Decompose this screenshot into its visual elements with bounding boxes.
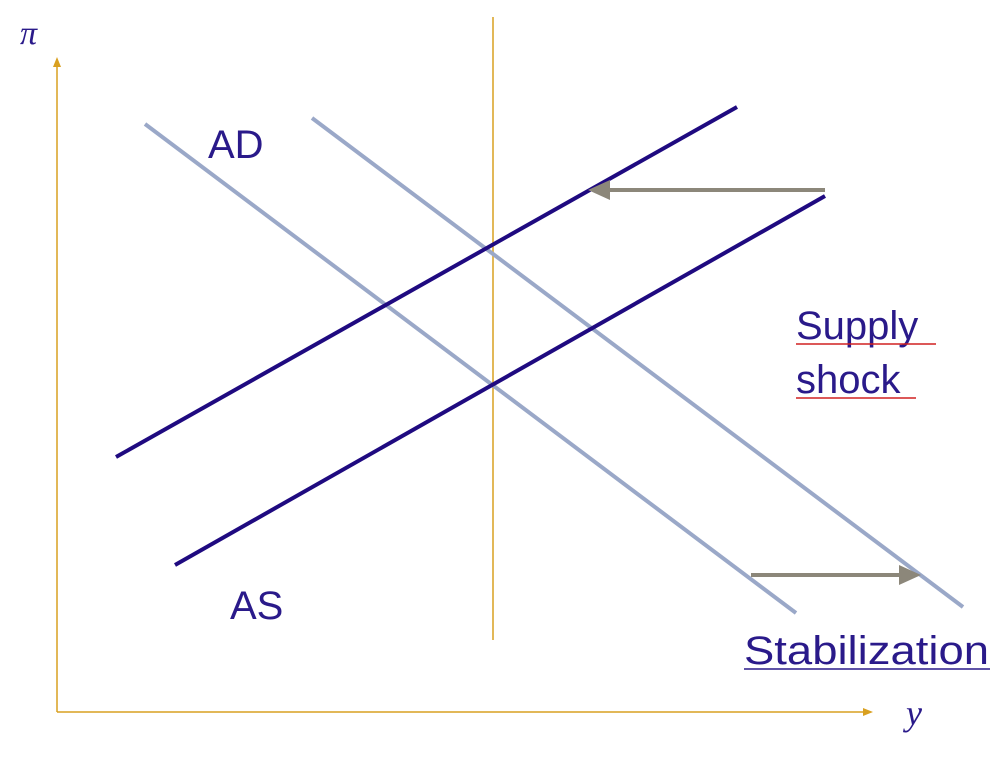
y-axis-label: π: [20, 15, 38, 52]
ad-label: AD: [208, 123, 264, 167]
ad-curve-shifted: [310, 116, 965, 609]
ad-curve-original: [143, 122, 798, 615]
x-axis-label: y: [903, 693, 922, 733]
as-curve-shifted: [115, 105, 738, 459]
as-label: AS: [230, 584, 283, 628]
supply-shock-label-line1[interactable]: Supply: [796, 304, 918, 348]
stabilization-label[interactable]: Stabilization: [744, 629, 989, 673]
as-curve-original: [174, 194, 826, 567]
supply-shock-label-line2[interactable]: shock: [796, 358, 901, 402]
